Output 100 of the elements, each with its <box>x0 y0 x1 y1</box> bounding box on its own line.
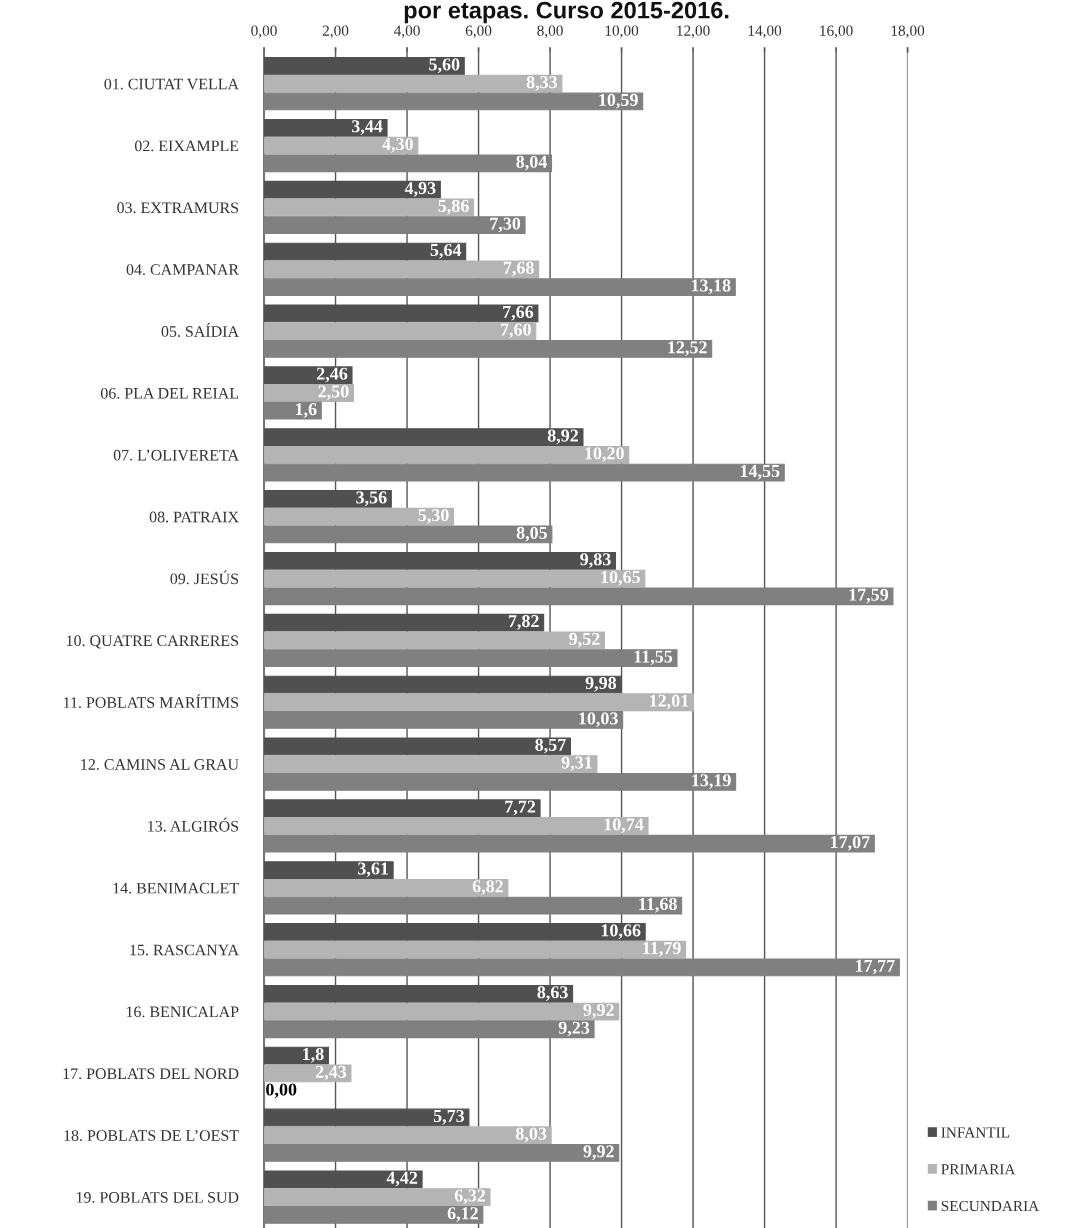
data-label: 4,42 <box>386 1171 418 1187</box>
data-label: 9,52 <box>569 632 600 648</box>
y-tick-label: 09. JESÚS <box>170 570 239 585</box>
data-label: 0,00 <box>266 1083 297 1099</box>
data-label: 8,63 <box>537 986 568 1001</box>
y-tick-label: 13. ALGIRÓS <box>148 817 239 832</box>
bar <box>264 260 540 279</box>
x-tick-label: 12,00 <box>677 25 710 39</box>
data-label: 5,64 <box>430 243 462 259</box>
data-label: 9,92 <box>583 1145 614 1161</box>
data-label: 7,60 <box>501 323 531 339</box>
y-tick-label: 05. SAÍDIA <box>161 323 239 337</box>
data-label: 8,33 <box>526 76 558 91</box>
y-tick-label: 06. PLA DEL REIAL <box>100 387 239 399</box>
data-label: 13,19 <box>692 774 731 789</box>
bar <box>264 445 630 464</box>
data-label: 8,57 <box>535 738 566 754</box>
x-tick-label: 0,00 <box>251 25 277 39</box>
bar <box>264 1064 352 1083</box>
bar <box>264 507 455 526</box>
data-label: 5,60 <box>429 58 460 74</box>
data-label: 9,92 <box>583 1003 614 1019</box>
x-tick-label: 14,00 <box>748 25 782 39</box>
bar <box>264 1002 620 1021</box>
x-tick-label: 4,00 <box>393 25 420 39</box>
data-label: 8,92 <box>547 429 579 445</box>
chart-title: por etapas. Curso 2015-2016. <box>404 1 729 24</box>
data-label: 7,72 <box>505 800 536 816</box>
data-label: 17,07 <box>830 836 870 851</box>
data-label: 2,50 <box>318 385 349 401</box>
y-tick-label: 01. CIUTAT VELLA <box>104 78 239 90</box>
data-label: 9,23 <box>558 1021 590 1037</box>
data-label: 3,61 <box>358 862 389 878</box>
data-label: 3,44 <box>351 120 383 135</box>
data-label: 6,12 <box>447 1207 478 1222</box>
data-label: 8,03 <box>515 1127 547 1143</box>
data-label: 12,52 <box>668 341 707 357</box>
data-label: 9,31 <box>561 756 592 772</box>
data-label: 11,68 <box>639 897 677 913</box>
y-tick-label: 08. PATRAIX <box>149 511 239 523</box>
data-label: 5,30 <box>418 509 449 524</box>
bar <box>264 693 694 712</box>
data-label: 5,73 <box>433 1109 465 1125</box>
data-label: 9,98 <box>585 676 617 692</box>
data-label: 10,59 <box>599 93 638 109</box>
data-label: 14,55 <box>740 465 780 480</box>
data-label: 4,93 <box>404 182 436 197</box>
bar <box>264 322 537 341</box>
data-label: 2,46 <box>316 367 348 383</box>
data-label: 6,82 <box>472 880 503 895</box>
data-label: 10,65 <box>601 570 640 586</box>
y-tick-label: 15. RASCANYA <box>130 944 239 956</box>
data-label: 7,68 <box>503 261 534 277</box>
data-label: 13,18 <box>691 279 731 295</box>
data-label: 7,82 <box>508 615 539 630</box>
data-label: 8,05 <box>516 526 548 542</box>
legend-label: PRIMARIA <box>941 1164 1016 1175</box>
data-label: 7,30 <box>490 217 521 233</box>
bar <box>264 569 646 588</box>
data-label: 1,6 <box>295 403 317 418</box>
data-label: 17,59 <box>849 588 889 604</box>
data-label: 10,74 <box>604 818 644 834</box>
data-label: 4,30 <box>382 137 413 153</box>
bar <box>264 755 598 773</box>
bar <box>264 198 475 217</box>
data-label: 9,83 <box>580 553 611 568</box>
data-label: 8,04 <box>516 155 547 171</box>
data-label: 11,55 <box>634 650 673 666</box>
bar <box>264 74 563 93</box>
data-label: 6,32 <box>454 1189 486 1205</box>
bar <box>264 384 354 402</box>
data-label: 10,66 <box>601 924 641 940</box>
data-label: 17,77 <box>856 959 895 975</box>
data-label: 10,03 <box>579 712 618 728</box>
legend-label: INFANTIL <box>941 1127 1010 1138</box>
y-tick-label: 17. POBLATS DEL NORD <box>63 1068 239 1080</box>
y-tick-label: 12. CAMINS AL GRAU <box>81 759 239 770</box>
y-tick-label: 10. QUATRE CARRERES <box>66 635 239 649</box>
y-tick-label: 07. L’OLIVERETA <box>113 449 239 461</box>
legend-label: SECUNDARIA <box>941 1200 1040 1212</box>
data-label: 7,66 <box>503 305 534 321</box>
data-label: 11,79 <box>643 942 681 957</box>
x-tick-label: 16,00 <box>820 25 853 39</box>
data-label: 5,86 <box>438 199 469 215</box>
bar <box>264 940 687 959</box>
data-label: 2,43 <box>315 1065 347 1081</box>
y-tick-label: 11. POBLATS MARÍTIMS <box>64 694 239 709</box>
data-label: 1,8 <box>303 1047 324 1063</box>
y-tick-label: 18. POBLATS DE L’OEST <box>64 1130 239 1141</box>
bar <box>264 1188 491 1206</box>
x-tick-label: 6,00 <box>465 25 492 39</box>
data-label: 3,56 <box>356 491 387 507</box>
x-tick-label: 2,00 <box>322 25 349 39</box>
x-tick-label: 18,00 <box>891 25 925 39</box>
y-tick-label: 03. EXTRAMURS <box>117 202 239 214</box>
y-tick-label: 14. BENIMACLET <box>113 882 239 894</box>
bar <box>264 817 649 835</box>
y-tick-label: 19. POBLATS DEL SUD <box>76 1192 239 1203</box>
data-label: 10,20 <box>585 447 624 462</box>
bar <box>264 631 605 650</box>
